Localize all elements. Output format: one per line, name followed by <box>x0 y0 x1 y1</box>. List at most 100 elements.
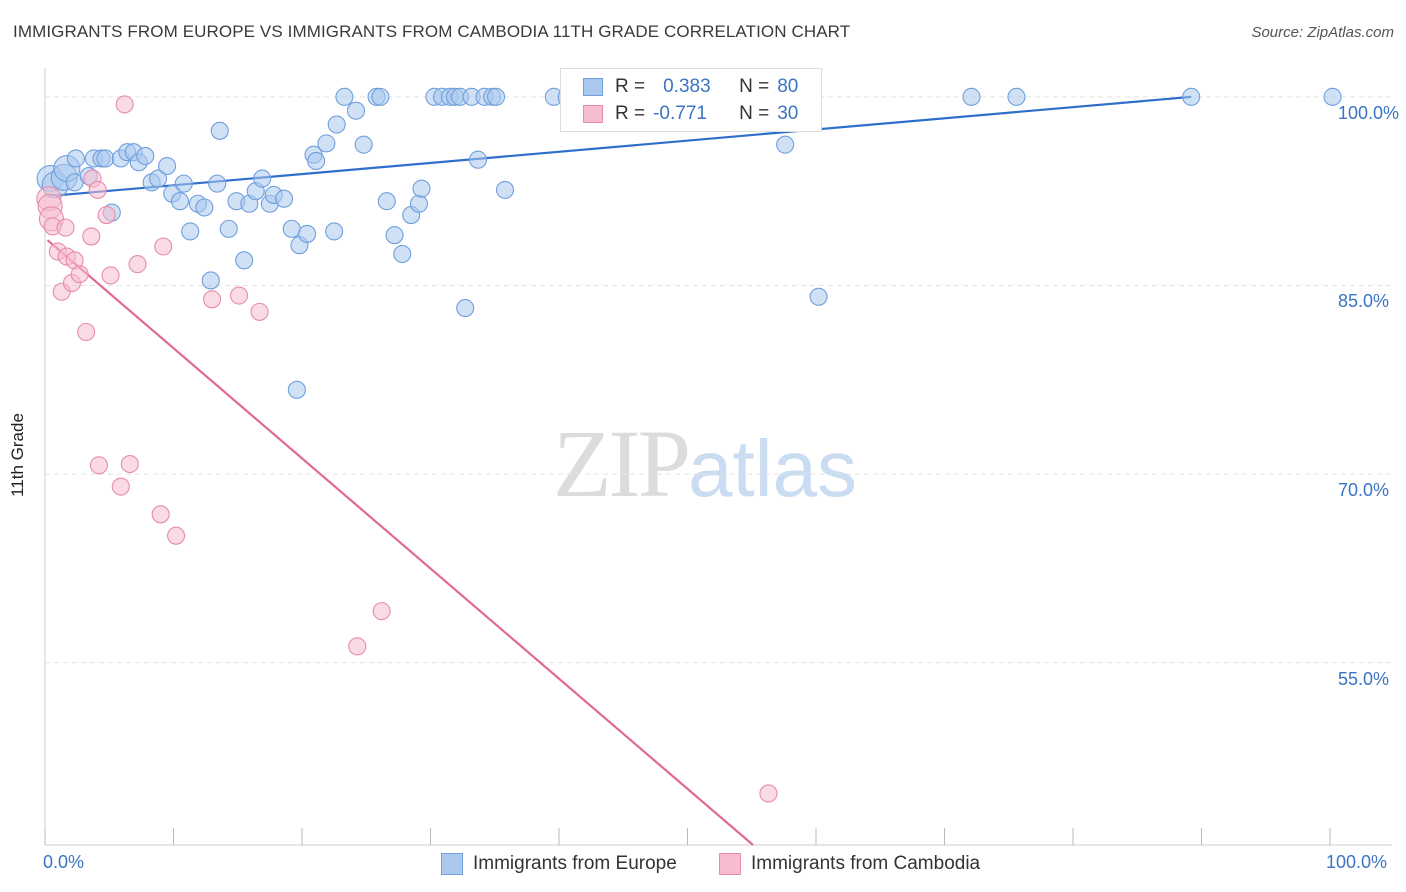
cambodia-point <box>229 286 249 305</box>
europe-point <box>181 222 200 241</box>
europe-point <box>962 87 981 106</box>
europe-point <box>325 222 344 241</box>
europe-point <box>377 192 396 211</box>
point-layer <box>36 87 1342 803</box>
cambodia-point <box>97 206 116 225</box>
europe-point <box>317 134 336 153</box>
europe-point <box>409 194 428 213</box>
europe-point <box>235 251 254 270</box>
cambodia-point <box>56 218 75 237</box>
y-tick-label: 100.0% <box>1338 102 1400 123</box>
legend-europe-n-value: 80 <box>777 76 799 97</box>
europe-point <box>809 287 828 306</box>
europe-point <box>1182 87 1201 106</box>
europe-swatch <box>583 78 603 96</box>
europe-point <box>274 189 294 208</box>
y-tick-label: 70.0% <box>1338 480 1390 501</box>
zipatlas-watermark: ZIPatlas <box>553 408 857 519</box>
cambodia-point <box>250 302 269 321</box>
cambodia-point <box>101 266 120 285</box>
europe-point <box>776 135 795 154</box>
europe-point <box>282 219 301 238</box>
cambodia-point <box>128 255 147 274</box>
europe-point <box>253 169 272 188</box>
europe-point <box>327 115 346 134</box>
europe-point <box>96 149 115 168</box>
cambodia-point <box>70 265 89 284</box>
legend-row-cambodia: R = -0.771 N = 30 <box>583 101 798 127</box>
legend-cambodia-r-value: -0.771 <box>653 103 707 124</box>
axis-layer <box>44 68 1392 846</box>
legend-europe-r-value: 0.383 <box>663 76 711 97</box>
europe-point <box>335 87 354 106</box>
x-tick-label-min: 0.0% <box>43 852 85 872</box>
cambodia-point <box>154 237 173 256</box>
europe-point <box>1323 87 1342 106</box>
europe-point <box>195 198 214 217</box>
europe-point <box>298 224 317 243</box>
cambodia-point <box>759 784 778 803</box>
cambodia-point <box>111 477 130 496</box>
europe-point <box>393 244 412 264</box>
europe-point <box>287 380 306 399</box>
europe-point <box>174 174 193 193</box>
europe-point <box>354 135 373 154</box>
europe-point <box>149 169 168 188</box>
stats-legend: R = 0.383 N = 80 R = -0.771 N = 30 <box>560 68 822 132</box>
source-credit: Source: ZipAtlas.com <box>1251 24 1394 41</box>
europe-point <box>346 101 366 120</box>
europe-point <box>412 179 431 198</box>
cambodia-legend-label: Immigrants from Cambodia <box>751 853 981 874</box>
europe-legend-label: Immigrants from Europe <box>473 853 677 874</box>
x-tick-label-max: 100.0% <box>1326 852 1388 872</box>
legend-europe-r-label: R = <box>615 76 646 97</box>
legend-cambodia-n-value: 30 <box>777 103 799 124</box>
cambodia-point <box>77 322 96 342</box>
trend-layer <box>46 95 1192 846</box>
cambodia-swatch <box>583 105 603 123</box>
legend-row-europe: R = 0.383 N = 80 <box>583 74 798 100</box>
europe-point <box>307 151 326 171</box>
europe-point <box>170 192 189 211</box>
europe-point <box>136 146 155 166</box>
europe-point <box>495 180 515 199</box>
europe-point <box>201 271 220 290</box>
europe-point <box>371 87 390 106</box>
watermark-zip: ZIP <box>553 410 691 517</box>
europe-point <box>456 299 475 318</box>
cambodia-point <box>89 456 109 475</box>
europe-point <box>219 219 238 238</box>
cambodia-point <box>120 454 139 474</box>
cambodia-point <box>82 227 101 246</box>
europe-point <box>208 174 227 193</box>
europe-legend-swatch <box>441 853 463 875</box>
grid-layer <box>45 96 1392 664</box>
cambodia-point <box>348 637 367 656</box>
chart-title: IMMIGRANTS FROM EUROPE VS IMMIGRANTS FRO… <box>13 22 851 41</box>
europe-point <box>66 149 85 168</box>
series-legend-cambodia: Immigrants from Cambodia <box>719 851 980 877</box>
cambodia-point <box>203 290 222 309</box>
legend-europe-n-label: N = <box>739 76 770 97</box>
europe-trendline <box>47 95 1192 198</box>
cambodia-point <box>167 526 186 545</box>
legend-cambodia-r-label: R = <box>615 103 646 124</box>
europe-point <box>1007 87 1026 106</box>
europe-point <box>468 150 488 169</box>
cambodia-point <box>88 180 107 199</box>
cambodia-point <box>151 505 170 524</box>
europe-point <box>158 156 177 176</box>
cambodia-point <box>372 602 391 621</box>
europe-point <box>210 121 229 140</box>
cambodia-legend-swatch <box>719 853 741 875</box>
y-tick-label: 85.0% <box>1338 291 1390 312</box>
legend-cambodia-n-label: N = <box>739 103 770 124</box>
europe-point <box>385 226 404 245</box>
cambodia-trendline <box>46 239 754 846</box>
europe-point <box>486 87 506 106</box>
y-tick-label: 55.0% <box>1338 668 1390 689</box>
series-legend-europe: Immigrants from Europe <box>441 851 677 877</box>
watermark-atlas: atlas <box>688 424 857 513</box>
cambodia-point <box>115 95 134 114</box>
